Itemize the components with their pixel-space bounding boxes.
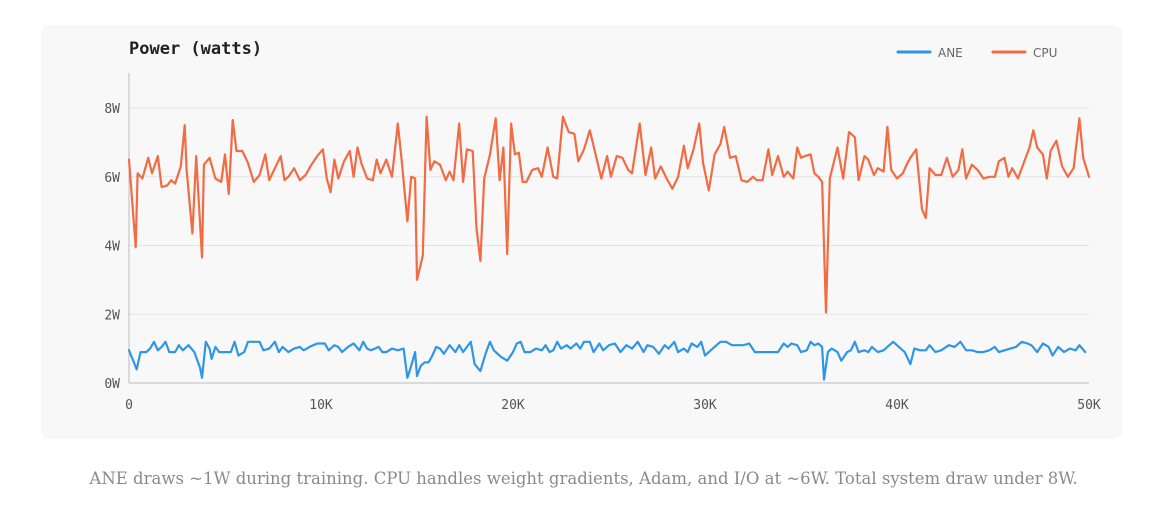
y-tick-label-0: 0W bbox=[104, 377, 120, 392]
chart-card: Power (watts) 0W 2W 4W 6W 8W 0 10K 20K 30K 40K 50K… bbox=[41, 25, 1122, 439]
axes bbox=[128, 73, 1089, 384]
x-tick-label-3: 30K bbox=[693, 398, 717, 413]
legend-label-cpu: CPU bbox=[1033, 46, 1057, 60]
legend: ANE CPU bbox=[896, 46, 1057, 60]
y-tick-label-4: 8W bbox=[104, 102, 120, 117]
chart-title: Power (watts) bbox=[129, 39, 262, 59]
x-tick-label-4: 40K bbox=[885, 398, 909, 413]
series-line-cpu bbox=[127, 115, 1091, 314]
series-line-ane bbox=[127, 340, 1087, 381]
y-tick-label-2: 4W bbox=[104, 240, 120, 255]
x-tick-label-2: 20K bbox=[501, 398, 525, 413]
series-lines bbox=[127, 115, 1091, 381]
chart-caption: ANE draws ~1W during training. CPU handl… bbox=[89, 469, 1078, 488]
x-tick-label-0: 0 bbox=[125, 398, 133, 413]
tick-labels: 0W 2W 4W 6W 8W 0 10K 20K 30K 40K 50K bbox=[104, 102, 1101, 413]
power-chart: Power (watts) 0W 2W 4W 6W 8W 0 10K 20K 30K 40K 50K… bbox=[104, 39, 1101, 413]
x-tick-label-5: 50K bbox=[1077, 398, 1101, 413]
y-tick-label-1: 2W bbox=[104, 308, 120, 323]
x-tick-label-1: 10K bbox=[309, 398, 333, 413]
y-tick-label-3: 6W bbox=[104, 171, 120, 186]
legend-label-ane: ANE bbox=[938, 46, 963, 60]
gridlines bbox=[129, 107, 1089, 315]
